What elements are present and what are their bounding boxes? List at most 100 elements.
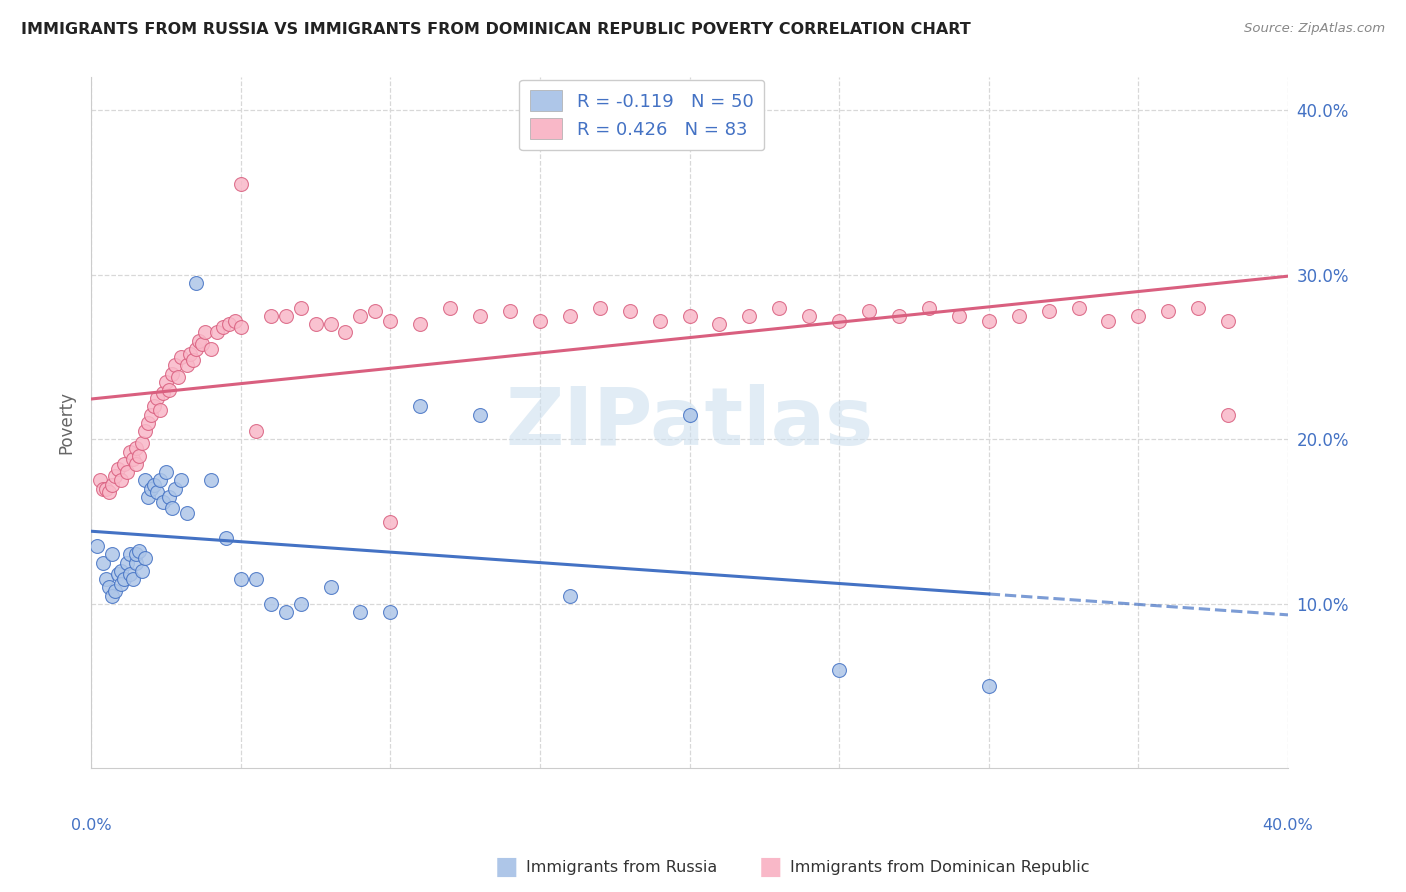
- Point: [160, 367, 183, 381]
- Point: [290, 597, 312, 611]
- Point: [131, 435, 153, 450]
- Point: [187, 334, 209, 348]
- Point: [176, 507, 198, 521]
- Point: [799, 309, 821, 323]
- Point: [558, 589, 581, 603]
- Point: [828, 663, 851, 677]
- Point: [181, 353, 204, 368]
- Point: [155, 465, 177, 479]
- Point: [143, 478, 166, 492]
- Point: [648, 314, 671, 328]
- Point: [858, 304, 880, 318]
- Point: [977, 314, 1000, 328]
- Point: [558, 309, 581, 323]
- Point: [349, 309, 371, 323]
- Point: [1008, 309, 1031, 323]
- Point: [112, 572, 135, 586]
- Point: [139, 482, 162, 496]
- Point: [948, 309, 970, 323]
- Point: [215, 531, 238, 545]
- Point: [304, 317, 326, 331]
- Point: [170, 350, 193, 364]
- Point: [678, 309, 700, 323]
- Point: [738, 309, 761, 323]
- Point: [245, 424, 267, 438]
- Point: [146, 485, 169, 500]
- Point: [128, 544, 150, 558]
- Point: [86, 539, 108, 553]
- Point: [768, 301, 790, 315]
- Point: [176, 359, 198, 373]
- Point: [115, 465, 138, 479]
- Point: [709, 317, 731, 331]
- Point: [619, 304, 641, 318]
- Point: [499, 304, 522, 318]
- Point: [122, 572, 145, 586]
- Point: [136, 490, 159, 504]
- Point: [128, 449, 150, 463]
- Point: [205, 326, 228, 340]
- Point: [94, 482, 117, 496]
- Text: Immigrants from Russia: Immigrants from Russia: [526, 860, 717, 874]
- Point: [1157, 304, 1180, 318]
- Point: [224, 314, 246, 328]
- Point: [98, 581, 121, 595]
- Legend: R = -0.119   N = 50, R = 0.426   N = 83: R = -0.119 N = 50, R = 0.426 N = 83: [519, 79, 765, 150]
- Text: ■: ■: [495, 855, 517, 879]
- Point: [134, 550, 156, 565]
- Point: [335, 326, 357, 340]
- Point: [101, 548, 124, 562]
- Point: [918, 301, 941, 315]
- Point: [163, 359, 186, 373]
- Point: [200, 342, 222, 356]
- Point: [152, 386, 174, 401]
- Point: [157, 490, 180, 504]
- Point: [104, 583, 127, 598]
- Point: [110, 564, 132, 578]
- Point: [1128, 309, 1150, 323]
- Point: [349, 605, 371, 619]
- Text: ZIPatlas: ZIPatlas: [505, 384, 873, 462]
- Point: [98, 485, 121, 500]
- Text: 40.0%: 40.0%: [1263, 818, 1313, 833]
- Point: [157, 383, 180, 397]
- Point: [887, 309, 910, 323]
- Text: 0.0%: 0.0%: [70, 818, 111, 833]
- Point: [91, 482, 114, 496]
- Text: ■: ■: [759, 855, 782, 879]
- Point: [229, 178, 252, 192]
- Point: [149, 402, 172, 417]
- Point: [290, 301, 312, 315]
- Point: [122, 452, 145, 467]
- Point: [218, 317, 240, 331]
- Point: [136, 416, 159, 430]
- Point: [245, 572, 267, 586]
- Point: [118, 445, 141, 459]
- Point: [1038, 304, 1060, 318]
- Point: [118, 548, 141, 562]
- Point: [828, 314, 851, 328]
- Point: [107, 567, 129, 582]
- Point: [139, 408, 162, 422]
- Point: [380, 314, 402, 328]
- Point: [319, 317, 342, 331]
- Point: [1097, 314, 1119, 328]
- Point: [468, 309, 491, 323]
- Point: [1067, 301, 1090, 315]
- Point: [134, 424, 156, 438]
- Point: [155, 375, 177, 389]
- Point: [274, 605, 297, 619]
- Point: [229, 320, 252, 334]
- Point: [977, 679, 1000, 693]
- Point: [380, 605, 402, 619]
- Point: [110, 474, 132, 488]
- Point: [260, 597, 283, 611]
- Point: [107, 462, 129, 476]
- Text: Source: ZipAtlas.com: Source: ZipAtlas.com: [1244, 22, 1385, 36]
- Point: [179, 347, 201, 361]
- Point: [170, 474, 193, 488]
- Point: [678, 408, 700, 422]
- Point: [184, 276, 207, 290]
- Point: [125, 556, 148, 570]
- Point: [125, 457, 148, 471]
